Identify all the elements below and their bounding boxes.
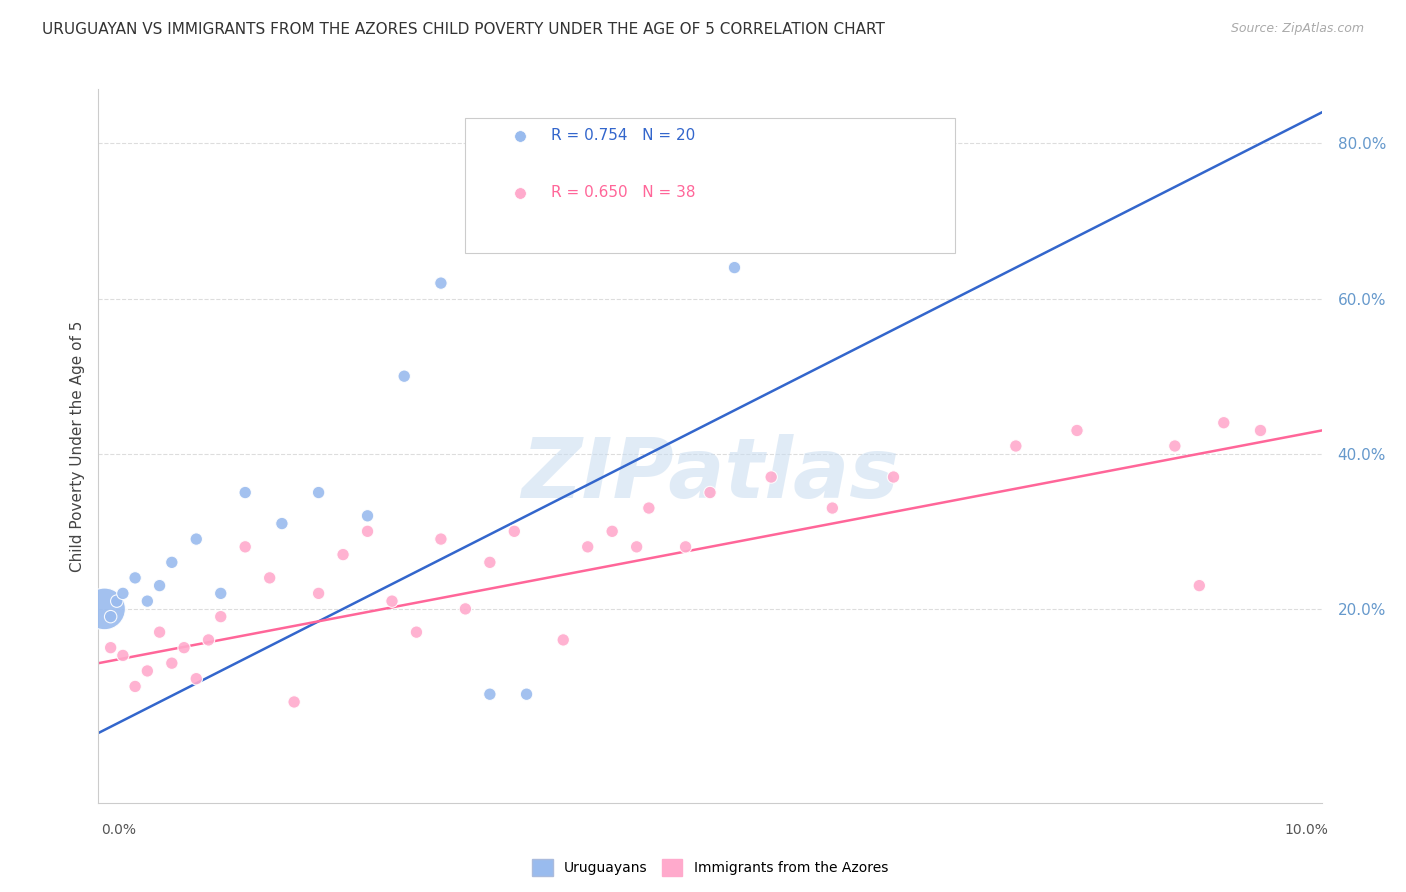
Point	[1188, 579, 1211, 593]
Point	[100, 640, 122, 655]
Point	[1066, 424, 1088, 438]
Point	[723, 260, 745, 275]
Point	[675, 540, 697, 554]
Text: ZIPatlas: ZIPatlas	[522, 434, 898, 515]
Point	[105, 594, 128, 608]
Point	[197, 632, 219, 647]
Point	[259, 571, 281, 585]
Point	[124, 571, 146, 585]
Point	[699, 485, 721, 500]
Point	[233, 485, 256, 500]
Point	[332, 548, 354, 562]
Point	[883, 470, 905, 484]
Point	[392, 369, 416, 384]
Point	[186, 532, 208, 546]
Text: 10.0%: 10.0%	[1285, 823, 1329, 837]
Point	[1212, 416, 1234, 430]
Point	[136, 664, 159, 678]
Point	[1004, 439, 1026, 453]
Point	[821, 501, 844, 516]
Point	[637, 501, 661, 516]
Text: URUGUAYAN VS IMMIGRANTS FROM THE AZORES CHILD POVERTY UNDER THE AGE OF 5 CORRELA: URUGUAYAN VS IMMIGRANTS FROM THE AZORES …	[42, 22, 884, 37]
Point	[100, 609, 122, 624]
Point	[160, 656, 183, 670]
Point	[503, 524, 526, 539]
Point	[478, 687, 501, 701]
Point	[600, 524, 623, 539]
Point	[111, 648, 134, 663]
Text: 0.0%: 0.0%	[101, 823, 136, 837]
Point	[111, 586, 134, 600]
Point	[356, 508, 378, 523]
Point	[124, 680, 146, 694]
Point	[454, 602, 477, 616]
Point	[478, 555, 501, 569]
Point	[270, 516, 292, 531]
Point	[1164, 439, 1187, 453]
Point	[1249, 424, 1271, 438]
Point	[308, 586, 330, 600]
Point	[759, 470, 782, 484]
Point	[283, 695, 305, 709]
Y-axis label: Child Poverty Under the Age of 5: Child Poverty Under the Age of 5	[69, 320, 84, 572]
Point	[186, 672, 208, 686]
Point	[209, 586, 232, 600]
Point	[160, 555, 183, 569]
Legend: Uruguayans, Immigrants from the Azores: Uruguayans, Immigrants from the Azores	[527, 854, 893, 881]
Text: Source: ZipAtlas.com: Source: ZipAtlas.com	[1230, 22, 1364, 36]
Point	[430, 276, 453, 290]
Point	[576, 540, 599, 554]
Text: R = 0.754   N = 20: R = 0.754 N = 20	[551, 128, 695, 143]
Point	[516, 687, 538, 701]
Point	[405, 625, 427, 640]
Point	[675, 229, 697, 244]
Point	[356, 524, 378, 539]
Point	[93, 602, 115, 616]
Point	[149, 625, 172, 640]
Point	[626, 540, 648, 554]
Point	[308, 485, 330, 500]
Text: R = 0.650   N = 38: R = 0.650 N = 38	[551, 186, 696, 200]
Point	[173, 640, 195, 655]
FancyBboxPatch shape	[465, 118, 955, 253]
Point	[209, 609, 232, 624]
Point	[381, 594, 404, 608]
Point	[136, 594, 159, 608]
Point	[233, 540, 256, 554]
Point	[553, 632, 575, 647]
Point	[149, 579, 172, 593]
Point	[430, 532, 453, 546]
